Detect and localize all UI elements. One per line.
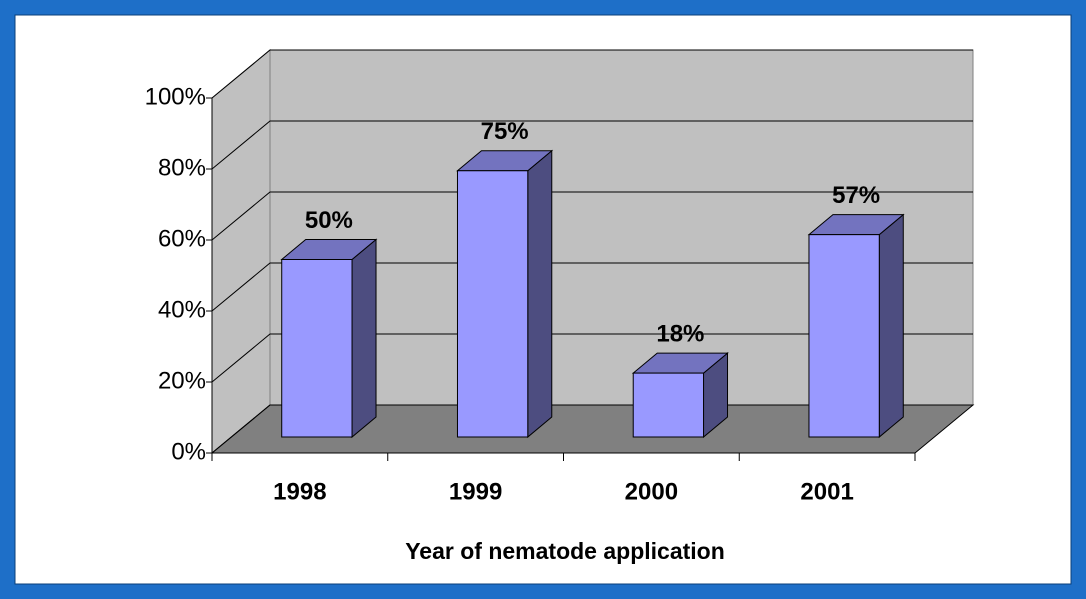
grid-line (211, 404, 973, 454)
y-tick-label: 20% (158, 367, 206, 394)
y-tick-label: 100% (145, 83, 206, 110)
bar (632, 372, 705, 438)
data-label: 50% (305, 207, 353, 234)
bar (808, 234, 880, 438)
y-tick-label: 60% (158, 225, 206, 252)
grid-line (211, 333, 973, 383)
grid-line (211, 49, 973, 99)
grid-line (211, 120, 973, 170)
bar-side (351, 238, 377, 439)
data-label: 18% (656, 320, 704, 347)
x-axis-title: Year of nematode application (405, 538, 725, 564)
y-tick-label: 0% (171, 438, 206, 465)
x-tick-label: 1998 (273, 478, 326, 505)
bar (281, 259, 353, 438)
data-label: 57% (832, 182, 880, 209)
grid-line (211, 191, 973, 241)
y-tick-label: 80% (158, 154, 206, 181)
y-tick-label: 40% (158, 296, 206, 323)
x-tick-label: 2001 (800, 478, 853, 505)
side-wall (211, 48, 271, 455)
bar-side (527, 149, 553, 439)
bar-side (878, 213, 904, 439)
x-tick-label: 2000 (625, 478, 678, 505)
x-tick-label: 1999 (449, 478, 502, 505)
data-label: 75% (481, 118, 529, 145)
grid-line (211, 262, 973, 312)
bar (456, 170, 529, 438)
